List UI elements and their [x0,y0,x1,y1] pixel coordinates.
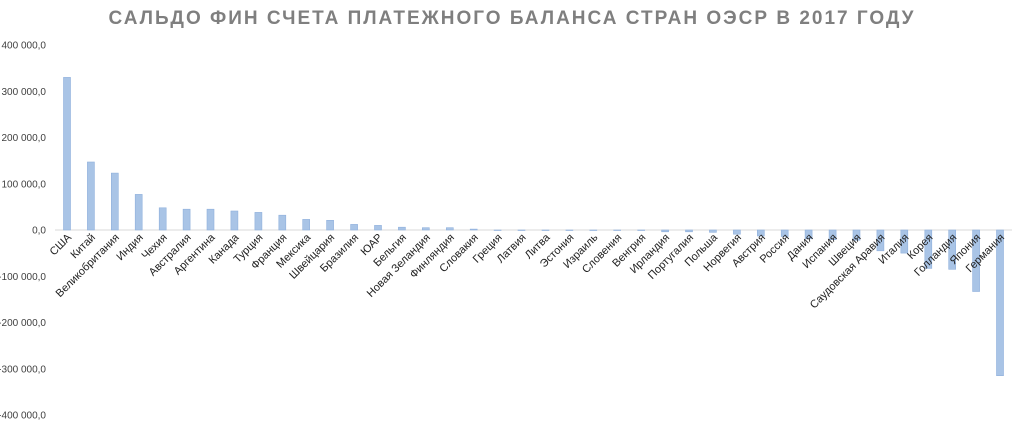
bar [996,229,1004,376]
bar [589,229,598,231]
bar [469,228,478,231]
y-tick-label: 0,0 [32,226,46,237]
chart-title: САЛЬДО ФИН СЧЕТА ПЛАТЕЖНОГО БАЛАНСА СТРА… [108,8,916,29]
bar [876,229,885,252]
bar [924,229,933,269]
bar [756,229,765,237]
bar [972,229,980,292]
bar [661,229,669,233]
y-tick-label: -400 000,0 [0,411,46,422]
y-tick-label: 100 000,0 [2,179,47,190]
bar [613,229,622,231]
y-tick-label: 400 000,0 [2,41,47,52]
category-labels: СШАКитайВеликобританияИндияЧехияАвстрали… [48,231,1007,311]
bar [63,77,71,231]
bar [350,224,358,231]
bar [326,220,334,231]
y-tick-label: -300 000,0 [0,364,46,375]
y-tick-label: -100 000,0 [0,272,46,283]
bar [182,208,191,231]
bar [780,229,789,237]
y-axis-ticks: 400 000,0 300 000,0 200 000,0 100 000,0 0,0 -… [0,41,46,422]
bar [541,229,550,231]
bar [900,229,909,254]
bar [111,172,119,231]
bar [733,229,741,235]
bar [493,229,502,231]
bar [302,219,311,231]
bar [637,229,646,231]
y-tick-label: 300 000,0 [2,87,47,98]
bar [254,212,263,231]
y-tick-label: -200 000,0 [0,318,46,329]
y-tick-label: 200 000,0 [2,133,47,144]
bar [374,225,382,231]
bar [948,229,957,270]
bar [685,229,693,233]
bar [517,229,526,231]
category-label: Индия [114,232,145,263]
bar [421,227,430,231]
bar [828,229,837,240]
bar [230,210,239,231]
bar [565,229,574,231]
bar [445,227,454,231]
bar [134,194,143,231]
bar [87,161,95,231]
bar [278,214,287,231]
bar [206,208,215,231]
bar [709,229,717,233]
bar [158,207,167,231]
bars [63,77,1004,376]
bar [398,226,406,231]
bar [852,229,861,241]
bar [804,229,813,240]
